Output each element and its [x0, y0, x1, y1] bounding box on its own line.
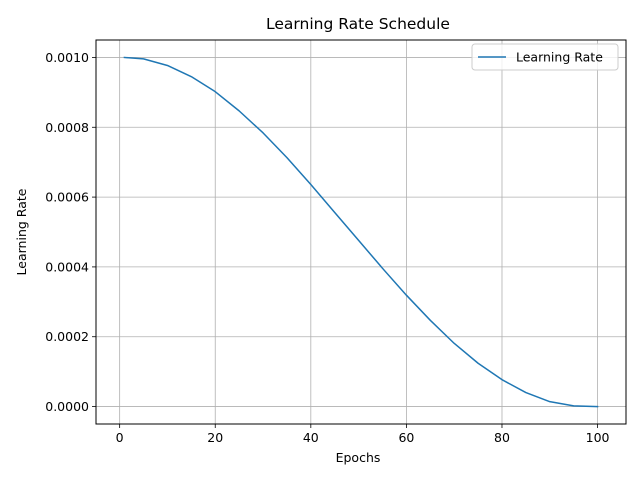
grid-lines [96, 40, 626, 424]
learning-rate-data-point [143, 58, 144, 59]
y-axis-label: Learning Rate [14, 188, 29, 275]
y-tick-label: 0.0002 [45, 329, 89, 344]
learning-rate-data-point [191, 76, 192, 77]
learning-rate-data-point [477, 363, 478, 364]
x-tick-label: 0 [116, 430, 124, 445]
y-tick-label: 0.0006 [45, 190, 89, 205]
x-tick-label: 60 [398, 430, 414, 445]
learning-rate-series-line [123, 56, 599, 408]
plot-frame [95, 39, 627, 425]
learning-rate-data-point [454, 343, 455, 344]
x-tick-label: 100 [586, 430, 610, 445]
x-tick-label: 80 [494, 430, 510, 445]
x-tick-label: 20 [207, 430, 223, 445]
y-tick-label: 0.0010 [45, 50, 89, 65]
learning-rate-data-point [239, 110, 240, 111]
y-tick-label: 0.0000 [45, 399, 89, 414]
learning-rate-data-point [597, 406, 598, 407]
learning-rate-data-point [358, 240, 359, 241]
y-tick-label: 0.0008 [45, 120, 89, 135]
x-tick-label: 40 [303, 430, 319, 445]
x-axis-label: Epochs [336, 450, 381, 465]
legend-label: Learning Rate [516, 50, 603, 65]
learning-rate-data-point [310, 184, 311, 185]
learning-rate-data-point [573, 405, 574, 406]
learning-rate-data-point [334, 212, 335, 213]
learning-rate-data-point [382, 268, 383, 269]
learning-rate-data-point [501, 379, 502, 380]
learning-rate-data-point [124, 57, 125, 58]
learning-rate-data-point [525, 392, 526, 393]
learning-rate-data-point [167, 65, 168, 66]
learning-rate-data-point [262, 132, 263, 133]
plot-area [96, 40, 626, 424]
legend-box [471, 43, 619, 71]
learning-rate-data-point [215, 91, 216, 92]
series-lines [123, 56, 599, 408]
learning-rate-data-point [549, 401, 550, 402]
learning-rate-data-point [406, 295, 407, 296]
y-tick-label: 0.0004 [45, 259, 89, 274]
learning-rate-data-point [430, 320, 431, 321]
legend: Learning Rate [471, 43, 619, 71]
x-ticks: 0 20 40 60 80 100 [116, 424, 610, 445]
learning-rate-data-point [286, 157, 287, 158]
chart-title: Learning Rate Schedule [266, 15, 450, 33]
y-ticks: 0.0000 0.0002 0.0004 0.0006 0.0008 0.0010 [45, 50, 96, 414]
